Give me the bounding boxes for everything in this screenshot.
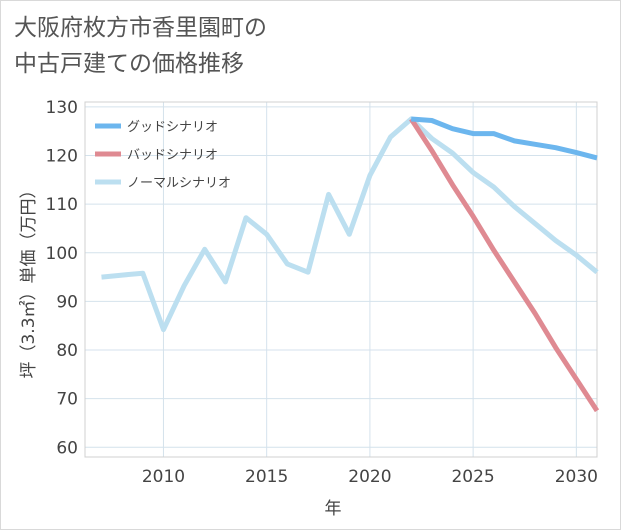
y-axis-ticks: 60 70 80 90 100 110 120 130 [46,98,78,458]
x-tick-label: 2020 [348,467,391,487]
y-tick-label: 70 [56,390,78,410]
x-tick-label: 2025 [451,467,494,487]
chart-title: 大阪府枚方市香里園町の 中古戸建ての価格推移 [14,10,267,82]
series-line-2 [409,117,600,413]
plot-area-border [84,101,598,458]
chart-title-line-2: 中古戸建ての価格推移 [14,51,244,77]
series-line-1 [411,116,598,161]
series-group [101,116,600,413]
x-tick-label: 2015 [245,467,288,487]
legend-label: グッドシナリオ [127,120,218,135]
x-tick-label: 2030 [555,467,598,487]
legend-label: ノーマルシナリオ [127,176,231,191]
y-tick-label: 100 [46,244,78,264]
y-tick-label: 90 [56,292,78,312]
y-tick-label: 120 [46,146,78,166]
chart-title-line-1: 大阪府枚方市香里園町の [14,15,267,41]
x-axis-ticks: 2010 2015 2020 2025 2030 [142,467,598,487]
y-tick-label: 60 [56,438,78,458]
legend-label: バッドシナリオ [127,148,218,163]
y-tick-label: 110 [46,195,78,215]
y-tick-label: 130 [46,98,78,118]
y-axis-title: 坪（3.3㎡）単価（万円） [19,181,39,378]
x-axis-title: 年 [325,499,342,519]
grid [85,102,597,457]
y-tick-label: 80 [56,341,78,361]
x-tick-label: 2010 [142,467,185,487]
series-line-3 [101,116,599,333]
